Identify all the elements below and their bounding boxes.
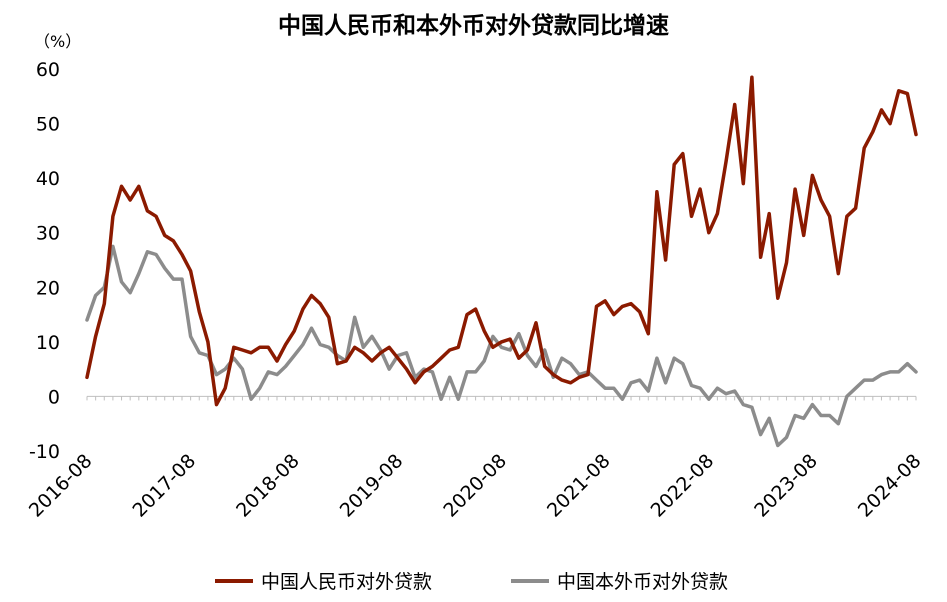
- legend-swatch-rmb: [215, 578, 253, 583]
- x-tick-label: 2018-08: [232, 450, 304, 522]
- legend-item-all-currency: 中国本外币对外贷款: [511, 567, 728, 594]
- y-tick-label: 20: [36, 277, 60, 299]
- y-tick-label: -10: [29, 441, 60, 463]
- series-group: [85, 75, 918, 448]
- legend-item-rmb: 中国人民币对外贷款: [215, 567, 432, 594]
- legend-label-rmb: 中国人民币对外贷款: [261, 571, 433, 593]
- legend-label-all-currency: 中国本外币对外贷款: [557, 571, 729, 593]
- series-line-rmb: [85, 75, 918, 407]
- legend-swatch-all-currency: [511, 578, 549, 583]
- legend: 中国人民币对外贷款 中国本外币对外贷款: [0, 567, 947, 594]
- x-tick-label: 2017-08: [128, 450, 200, 522]
- y-tick-label: 60: [36, 59, 60, 81]
- y-tick-label: 50: [36, 114, 60, 136]
- x-tick-label: 2022-08: [647, 450, 719, 522]
- series-line-all-currency: [85, 244, 918, 448]
- y-tick-label: 0: [48, 386, 60, 408]
- chart-title: 中国人民币和本外币对外贷款同比增速: [278, 13, 669, 39]
- y-tick-label: 30: [36, 223, 60, 245]
- y-tick-label: 40: [36, 168, 60, 190]
- y-tick-label: 10: [36, 332, 60, 354]
- x-tick-label: 2024-08: [854, 450, 926, 522]
- x-tick-label: 2023-08: [750, 450, 822, 522]
- x-tick-label: 2020-08: [439, 450, 511, 522]
- y-axis-unit-label: （%）: [34, 32, 82, 51]
- x-tick-label: 2021-08: [543, 450, 615, 522]
- x-tick-label: 2019-08: [336, 450, 408, 522]
